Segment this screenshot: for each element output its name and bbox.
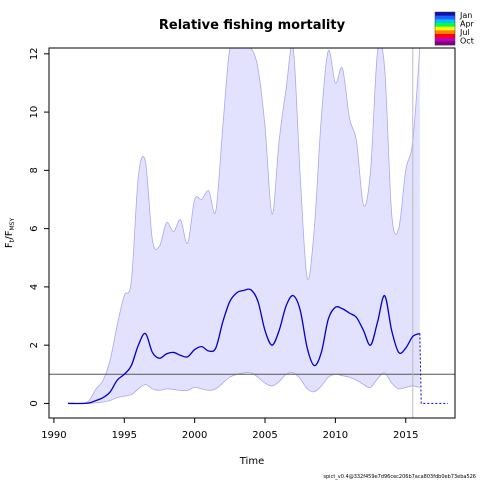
y-tick-label: 12 — [29, 47, 40, 60]
legend-bar-frame — [434, 11, 456, 46]
y-tick-label: 6 — [29, 225, 40, 231]
y-axis-label-main-2: F — [4, 230, 15, 236]
confidence-band — [68, 48, 420, 404]
x-tick-label: 2000 — [182, 430, 207, 441]
y-tick-label: 4 — [29, 284, 40, 290]
legend-color-swatch — [435, 23, 455, 27]
x-tick-label: 2010 — [323, 430, 348, 441]
legend-label-oct: Oct — [460, 37, 474, 46]
x-axis-label: Time — [239, 456, 264, 467]
x-tick-label: 1995 — [112, 430, 137, 441]
forecast-line — [419, 333, 448, 404]
y-tick-label: 0 — [29, 400, 40, 406]
legend-label-apr: Apr — [460, 20, 475, 29]
legend-label-jul: Jul — [459, 28, 470, 37]
confidence-lower-line — [67, 372, 420, 404]
y-tick-label: 10 — [29, 106, 40, 119]
y-axis-label-main: F — [4, 242, 15, 248]
legend-color-swatch — [435, 26, 455, 31]
y-axis-label: Ft/FMSY — [4, 218, 16, 249]
legend-color-swatch — [435, 34, 455, 38]
x-tick-label: 2015 — [393, 430, 418, 441]
footer-version-text: spict_v0.4@332f459e7d96cec206b7aca803fdb… — [323, 474, 476, 480]
confidence-upper-line — [67, 48, 421, 405]
y-axis-label-sub-t: t — [8, 239, 16, 242]
x-tick-label: 1990 — [41, 430, 66, 441]
legend-label-jan: Jan — [459, 11, 472, 20]
legend-color-swatch — [435, 41, 455, 46]
x-tick-label: 2005 — [252, 430, 277, 441]
legend-color-swatch — [435, 15, 455, 20]
legend-color-swatch — [435, 12, 455, 16]
estimate-line — [67, 288, 421, 405]
y-tick-label: 8 — [29, 167, 40, 173]
chart-title: Relative fishing mortality — [159, 18, 346, 33]
legend-color-swatch — [435, 30, 455, 35]
legend-color-swatch — [435, 19, 455, 24]
legend: Jan Apr Jul Oct — [434, 11, 475, 46]
y-axis: 0 2 4 6 8 10 12 — [29, 47, 50, 407]
y-axis-label-sub-msy: MSY — [9, 218, 16, 231]
y-tick-label: 2 — [29, 342, 40, 348]
legend-color-swatch — [435, 37, 455, 42]
y-axis-label-slash: / — [4, 236, 15, 240]
legend-color-bar — [434, 11, 456, 46]
x-axis: 1990 1995 2000 2005 2010 2015 — [41, 417, 418, 441]
